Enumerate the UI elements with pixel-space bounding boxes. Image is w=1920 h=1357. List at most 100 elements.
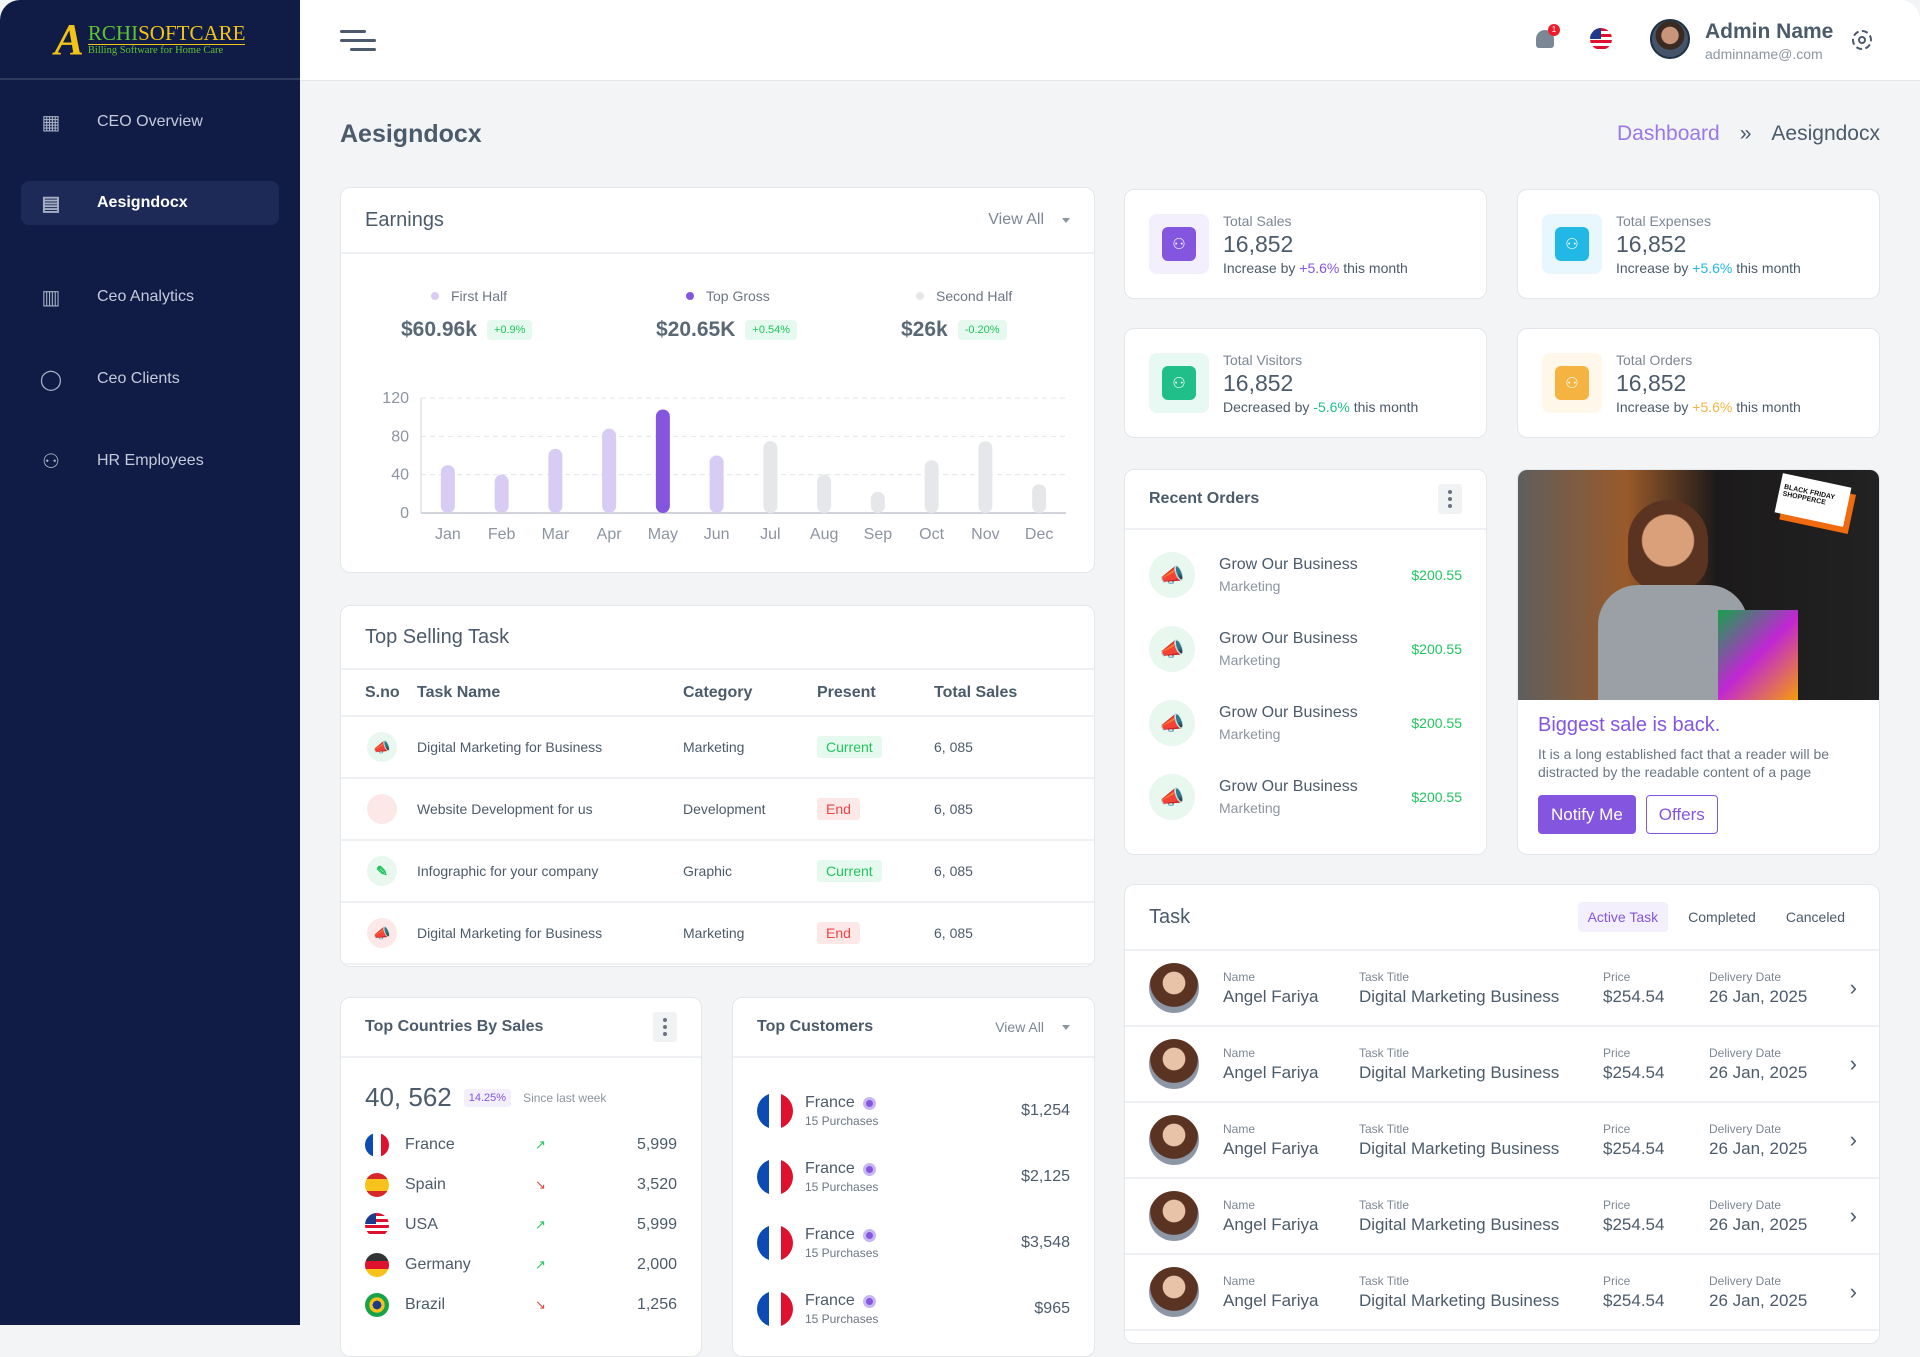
task-row[interactable]: Name Angel Fariya Task Title Digital Marke… [1125, 1255, 1879, 1331]
more-options-icon[interactable] [653, 1012, 677, 1042]
order-row[interactable]: 📣 Grow Our Business Marketing $200.55 [1125, 612, 1486, 686]
task-title-value: Digital Marketing Business [1359, 1062, 1560, 1082]
task-title-label: Task Title [1359, 1273, 1410, 1288]
sidebar-item-hr-employees[interactable]: ⚇ HR Employees [21, 439, 279, 483]
verified-badge-icon [862, 1096, 876, 1110]
country-value: 5,999 [636, 1216, 677, 1233]
trend-up-icon: ↗ [535, 1257, 546, 1272]
task-row[interactable]: Name Angel Fariya Task Title Digital Marke… [1125, 1179, 1879, 1255]
assignee-name: Angel Fariya [1223, 986, 1319, 1006]
verified-badge-icon [862, 1228, 876, 1242]
tab-completed[interactable]: Completed [1688, 909, 1756, 925]
chevron-right-icon[interactable]: › [1849, 1279, 1857, 1304]
stat-card-total-orders[interactable]: ⚇ Total Orders 16,852 Increase by +5.6% t… [1517, 328, 1880, 438]
column-header[interactable]: Total Sales [934, 670, 1094, 717]
offers-button[interactable]: Offers [1645, 795, 1718, 834]
sidebar-item-ceo-analytics[interactable]: ▥ Ceo Analytics [21, 275, 279, 319]
chevron-right-icon[interactable]: › [1849, 1051, 1857, 1076]
admin-avatar[interactable] [1650, 19, 1690, 59]
customer-row[interactable]: France 15 Purchases $1,254 [757, 1078, 1070, 1144]
country-row[interactable]: Brazil ↘ 1,256 [365, 1285, 677, 1325]
avatar [1149, 1191, 1199, 1241]
bell-icon[interactable]: 1 [1536, 24, 1560, 48]
country-value: 1,256 [636, 1296, 677, 1313]
customer-row[interactable]: France 15 Purchases $3,548 [757, 1210, 1070, 1276]
logo-tagline: Billing Software for Home Care [87, 45, 224, 56]
order-title: Grow Our Business [1219, 704, 1358, 721]
settings-gear-icon[interactable] [1852, 30, 1872, 50]
tab-canceled[interactable]: Canceled [1785, 909, 1845, 925]
country-row[interactable]: Spain ↘ 3,520 [365, 1165, 677, 1205]
table-row[interactable]: 📣 Digital Marketing for Business Marketin… [341, 716, 1094, 779]
sidebar-item-label: CEO Overview [97, 113, 203, 130]
bar-jan [440, 465, 455, 513]
language-flag-icon[interactable] [1590, 28, 1612, 50]
column-header[interactable]: Task Name [417, 670, 683, 717]
task-row[interactable]: Name Angel Fariya Task Title Digital Marke… [1125, 1027, 1879, 1103]
customer-purchases: 15 Purchases [805, 1180, 879, 1194]
table-row[interactable]: Website Development for us Development En… [341, 778, 1094, 841]
table-row[interactable]: 📣 Digital Marketing for Business Marketin… [341, 902, 1094, 965]
team-icon: ⚇ [1162, 227, 1196, 261]
order-row[interactable]: 📣 Grow Our Business Marketing $200.55 [1125, 538, 1486, 612]
country-row[interactable]: Germany ↗ 2,000 [365, 1245, 677, 1285]
column-header[interactable]: S.no [341, 670, 417, 717]
order-row[interactable]: 📣 Grow Our Business Marketing $200.55 [1125, 760, 1486, 834]
table-row[interactable]: ✎ Infographic for your company Graphic Cu… [341, 840, 1094, 903]
task-row[interactable]: Name Angel Fariya Task Title Digital Marke… [1125, 951, 1879, 1027]
task-row[interactable]: Name Angel Fariya Task Title Digital Marke… [1125, 1103, 1879, 1179]
country-row[interactable]: USA ↗ 5,999 [365, 1205, 677, 1245]
column-header[interactable]: Category [683, 670, 817, 717]
breadcrumb-dashboard[interactable]: Dashboard [1617, 122, 1720, 145]
caret-down-icon [1062, 217, 1070, 223]
more-options-icon[interactable] [1438, 484, 1462, 514]
pen-tool-icon: ✎ [367, 856, 397, 886]
flag-fr-icon [757, 1291, 793, 1327]
date-label: Delivery Date [1709, 1121, 1782, 1136]
country-row[interactable]: France ↗ 5,999 [365, 1125, 677, 1165]
delivery-date: 26 Jan, 2025 [1709, 986, 1808, 1006]
stat-card-total-expenses[interactable]: ⚇ Total Expenses 16,852 Increase by +5.6%… [1517, 189, 1880, 299]
stat-card-total-sales[interactable]: ⚇ Total Sales 16,852 Increase by +5.6% th… [1124, 189, 1487, 299]
task-title: Task [1149, 905, 1191, 928]
sidebar-item-ceo-clients[interactable]: ◯ Ceo Clients [21, 357, 279, 401]
customer-row[interactable]: France 15 Purchases $2,125 [757, 1144, 1070, 1210]
view-all-label: View All [995, 1019, 1044, 1035]
team-icon: ⚇ [1555, 366, 1589, 400]
task-category: Development [683, 778, 817, 841]
country-name: Germany [405, 1256, 471, 1273]
sidebar-item-aesigndocx[interactable]: ▤ Aesigndocx [21, 181, 279, 225]
admin-name[interactable]: Admin Name [1705, 20, 1834, 43]
customer-row[interactable]: France 15 Purchases $965 [757, 1276, 1070, 1342]
menu-toggle-icon[interactable] [340, 30, 376, 51]
task-price: $254.54 [1603, 1062, 1665, 1082]
stat-card-total-visitors[interactable]: ⚇ Total Visitors 16,852 Decreased by -5.6… [1124, 328, 1487, 438]
status-badge: End [817, 798, 860, 820]
chevron-right-icon[interactable]: › [1849, 975, 1857, 1000]
x-tick-label: Dec [1025, 526, 1053, 543]
promo-text: It is a long established fact that a rea… [1538, 746, 1830, 780]
country-name: Spain [405, 1176, 446, 1193]
assignee-name: Angel Fariya [1223, 1214, 1319, 1234]
chevron-right-icon[interactable]: › [1849, 1127, 1857, 1152]
stat-prefix: Increase by [1223, 259, 1300, 276]
legend-dot-icon [916, 292, 924, 300]
task-title-label: Task Title [1359, 969, 1410, 984]
legend-item: First Half $60.96k +0.9% [401, 288, 533, 342]
order-row[interactable]: 📣 Grow Our Business Marketing $200.55 [1125, 686, 1486, 760]
delivery-date: 26 Jan, 2025 [1709, 1290, 1808, 1310]
legend-change-badge: +0.9% [486, 320, 533, 340]
brand-logo[interactable]: A RCHISOFTCARE Billing Software for Home… [0, 0, 300, 80]
notify-me-button[interactable]: Notify Me [1538, 795, 1636, 834]
sidebar-item-ceo-overview[interactable]: ▦ CEO Overview [21, 100, 279, 144]
customers-view-all-dropdown[interactable]: View All [995, 1019, 1070, 1035]
customer-name: France [805, 1292, 855, 1309]
column-header[interactable]: Present [817, 670, 934, 717]
task-card: Task Active Task Completed Canceled Name Ang… [1124, 884, 1880, 1344]
tab-active-task[interactable]: Active Task [1577, 902, 1669, 932]
date-label: Delivery Date [1709, 1273, 1782, 1288]
earnings-view-all-dropdown[interactable]: View All [988, 211, 1070, 229]
promo-card: BLACK FRIDAY SHOPPERCE Biggest sale is b… [1517, 469, 1880, 855]
name-label: Name [1223, 1121, 1256, 1136]
chevron-right-icon[interactable]: › [1849, 1203, 1857, 1228]
